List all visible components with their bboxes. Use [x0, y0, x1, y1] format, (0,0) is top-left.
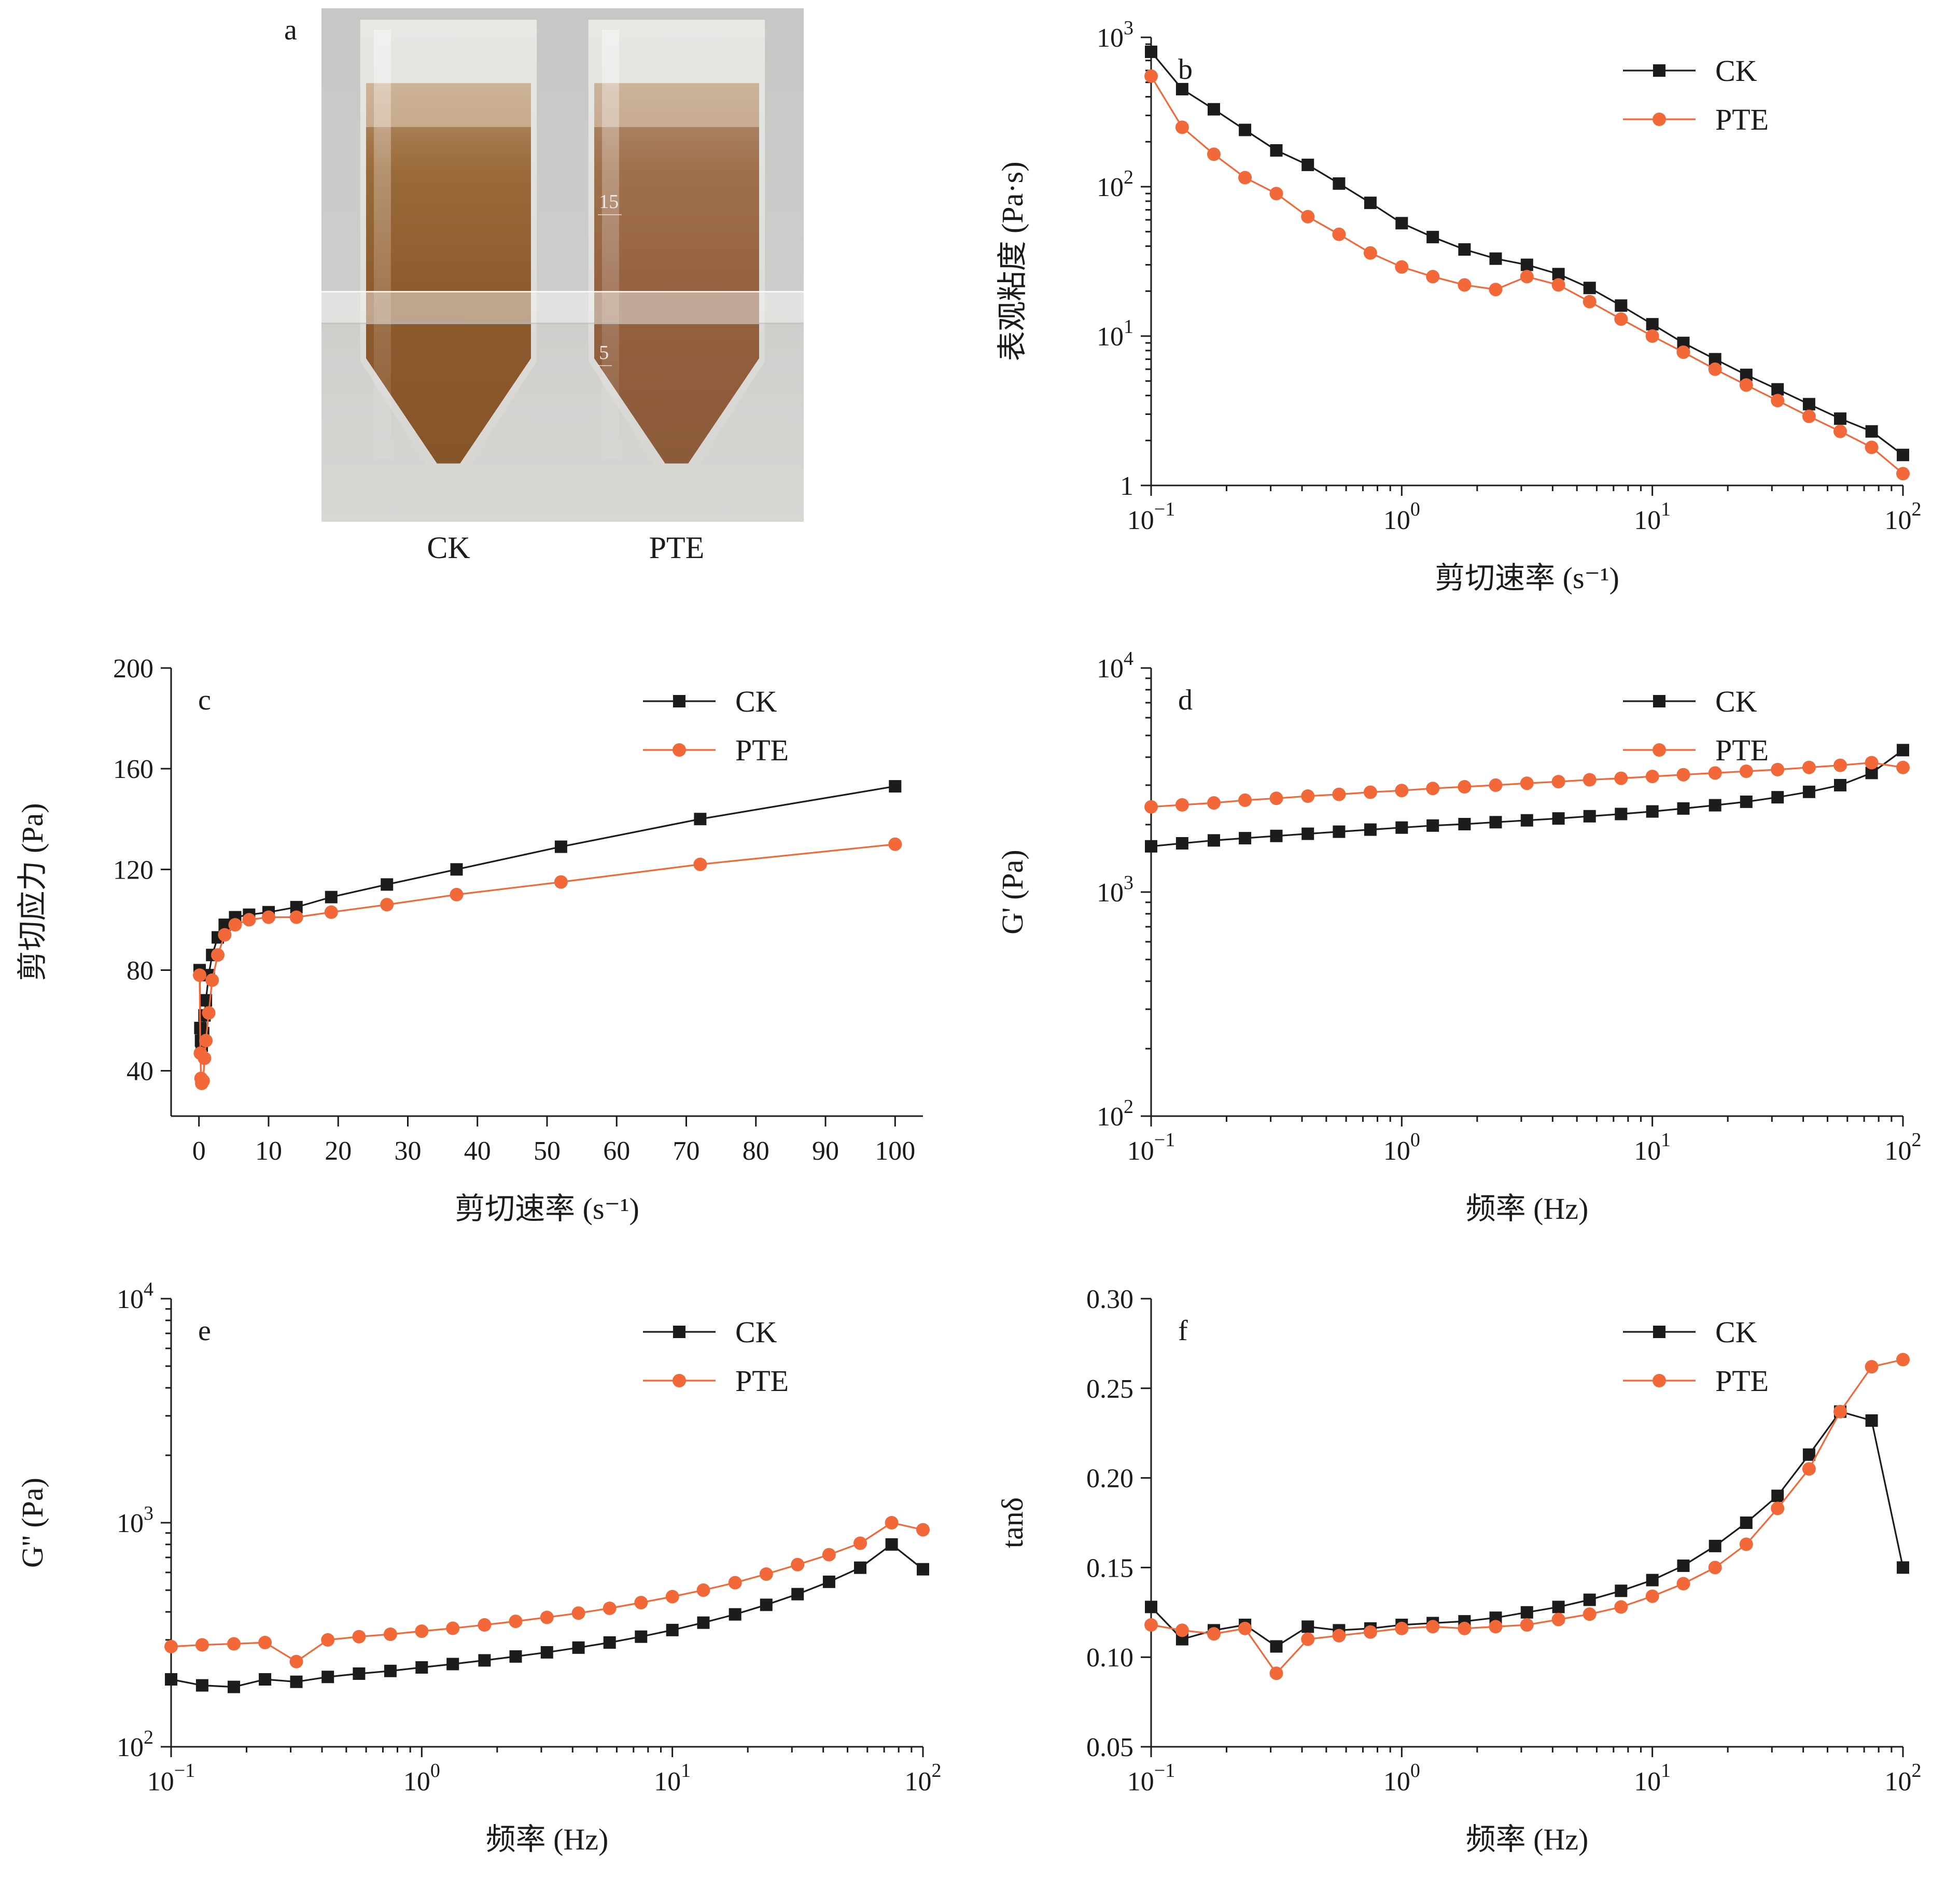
panel-a-letter: a — [284, 14, 297, 46]
svg-text:101: 101 — [1097, 316, 1133, 352]
tube-rack — [321, 290, 804, 324]
svg-text:G' (Pa): G' (Pa) — [996, 850, 1029, 934]
tube-ck-shine — [373, 29, 391, 458]
svg-text:0.30: 0.30 — [1086, 1285, 1133, 1314]
svg-text:CK: CK — [1715, 54, 1757, 88]
svg-text:b: b — [1178, 53, 1193, 86]
svg-text:102: 102 — [1885, 1760, 1922, 1797]
panel-d-chart: 10−1 100 101 102 102 103 104 频率 (Hz) G' (Pa) d CK P… — [980, 631, 1960, 1261]
panel-a: a 15 5 CK PTE — [0, 0, 980, 631]
svg-text:10−1: 10−1 — [1127, 1760, 1175, 1797]
svg-text:100: 100 — [1383, 1760, 1420, 1797]
svg-text:10−1: 10−1 — [1127, 498, 1175, 535]
svg-text:剪切速率 (s⁻¹): 剪切速率 (s⁻¹) — [455, 1192, 639, 1226]
svg-text:表观粘度 (Pa·s): 表观粘度 (Pa·s) — [996, 161, 1029, 361]
svg-text:0.20: 0.20 — [1086, 1464, 1133, 1494]
svg-text:160: 160 — [113, 755, 153, 784]
svg-text:200: 200 — [113, 654, 153, 684]
svg-text:104: 104 — [1097, 648, 1133, 684]
svg-text:剪切应力 (Pa): 剪切应力 (Pa) — [16, 803, 49, 981]
svg-text:10: 10 — [255, 1136, 282, 1166]
tube-row: 15 5 — [353, 20, 773, 512]
panel-f-plot: 10−1 100 101 102 0.05 0.10 0.15 0.20 0.25 0.30 频率 … — [996, 1285, 1922, 1856]
svg-text:CK: CK — [735, 685, 777, 718]
svg-text:CK: CK — [1715, 1315, 1757, 1349]
svg-text:102: 102 — [905, 1760, 942, 1797]
panel-e-chart: 10−1 100 101 102 102 103 104 频率 (Hz) G'' (Pa) e CK… — [0, 1261, 980, 1892]
svg-text:G'' (Pa): G'' (Pa) — [16, 1478, 49, 1568]
svg-text:CK: CK — [735, 1315, 777, 1349]
svg-text:频率 (Hz): 频率 (Hz) — [1466, 1192, 1589, 1226]
tube-pte: 15 5 — [581, 20, 773, 507]
svg-text:80: 80 — [743, 1136, 769, 1166]
svg-text:10−1: 10−1 — [1127, 1129, 1175, 1166]
svg-text:60: 60 — [603, 1136, 630, 1166]
svg-text:103: 103 — [117, 1503, 153, 1538]
svg-text:102: 102 — [1885, 1129, 1922, 1166]
svg-text:CK: CK — [1715, 685, 1757, 718]
svg-text:PTE: PTE — [1715, 103, 1769, 136]
svg-text:102: 102 — [117, 1727, 153, 1762]
graduation-5: 5 — [598, 341, 612, 367]
svg-text:70: 70 — [673, 1136, 700, 1166]
svg-text:102: 102 — [1885, 498, 1922, 535]
svg-text:PTE: PTE — [735, 733, 789, 767]
svg-text:c: c — [198, 684, 211, 716]
svg-text:80: 80 — [127, 956, 153, 985]
svg-text:102: 102 — [1097, 166, 1133, 202]
svg-text:0.25: 0.25 — [1086, 1374, 1133, 1404]
panel-d-plot: 10−1 100 101 102 102 103 104 频率 (Hz) G' (Pa) d CK P… — [996, 648, 1922, 1226]
svg-text:剪切速率 (s⁻¹): 剪切速率 (s⁻¹) — [1435, 561, 1619, 595]
panel-b-plot: 10−1 100 101 102 1 101 102 103 剪切速率 (s⁻¹) 表观粘度 (P… — [996, 17, 1922, 595]
tube-ck — [353, 20, 544, 507]
svg-text:频率 (Hz): 频率 (Hz) — [486, 1823, 609, 1856]
svg-text:101: 101 — [1634, 1760, 1671, 1797]
svg-text:PTE: PTE — [735, 1364, 789, 1398]
svg-text:20: 20 — [325, 1136, 352, 1166]
panel-f-chart: 10−1 100 101 102 0.05 0.10 0.15 0.20 0.25 0.30 频率 … — [980, 1261, 1960, 1892]
svg-text:100: 100 — [403, 1760, 440, 1797]
panel-b-chart: 10−1 100 101 102 1 101 102 103 剪切速率 (s⁻¹) 表观粘度 (P… — [980, 0, 1960, 631]
svg-text:e: e — [198, 1315, 211, 1347]
svg-text:104: 104 — [117, 1278, 153, 1314]
svg-text:0: 0 — [192, 1136, 206, 1166]
svg-text:100: 100 — [1383, 1129, 1420, 1166]
svg-text:频率 (Hz): 频率 (Hz) — [1466, 1823, 1589, 1856]
svg-text:PTE: PTE — [1715, 1364, 1769, 1398]
svg-text:0.15: 0.15 — [1086, 1553, 1133, 1583]
svg-text:tanδ: tanδ — [996, 1497, 1029, 1548]
svg-text:100: 100 — [875, 1136, 915, 1166]
svg-text:103: 103 — [1097, 872, 1133, 908]
svg-text:90: 90 — [812, 1136, 839, 1166]
svg-text:101: 101 — [1634, 1129, 1671, 1166]
tube-ck-surface — [366, 83, 531, 127]
svg-text:40: 40 — [127, 1057, 153, 1087]
tube-ck-label: CK — [427, 531, 470, 565]
svg-text:PTE: PTE — [1715, 733, 1769, 767]
panel-c-chart: 0 10 20 30 40 50 60 70 80 90 100 40 80 120 160 200 剪切速率 … — [0, 631, 980, 1261]
panel-c-plot: 0 10 20 30 40 50 60 70 80 90 100 40 80 120 160 200 剪切速率 … — [16, 654, 923, 1226]
tube-pte-label: PTE — [649, 531, 705, 565]
svg-text:101: 101 — [1634, 498, 1671, 535]
svg-text:0.05: 0.05 — [1086, 1733, 1133, 1762]
tube-photo: 15 5 — [321, 8, 804, 522]
svg-text:40: 40 — [464, 1136, 491, 1166]
svg-text:d: d — [1178, 684, 1193, 716]
svg-text:30: 30 — [394, 1136, 421, 1166]
graduation-15: 15 — [598, 190, 622, 215]
svg-text:103: 103 — [1097, 17, 1133, 53]
tube-pte-shine — [601, 29, 619, 458]
svg-text:0.10: 0.10 — [1086, 1643, 1133, 1673]
svg-text:101: 101 — [654, 1760, 691, 1797]
panel-e-plot: 10−1 100 101 102 102 103 104 频率 (Hz) G'' (Pa) e CK… — [16, 1278, 942, 1856]
svg-text:50: 50 — [534, 1136, 561, 1166]
tube-pte-surface — [594, 83, 760, 127]
svg-text:100: 100 — [1383, 498, 1420, 535]
svg-text:f: f — [1178, 1315, 1188, 1347]
svg-text:1: 1 — [1120, 471, 1133, 501]
svg-text:10−1: 10−1 — [147, 1760, 195, 1797]
svg-text:120: 120 — [113, 855, 153, 885]
svg-text:102: 102 — [1097, 1096, 1133, 1132]
